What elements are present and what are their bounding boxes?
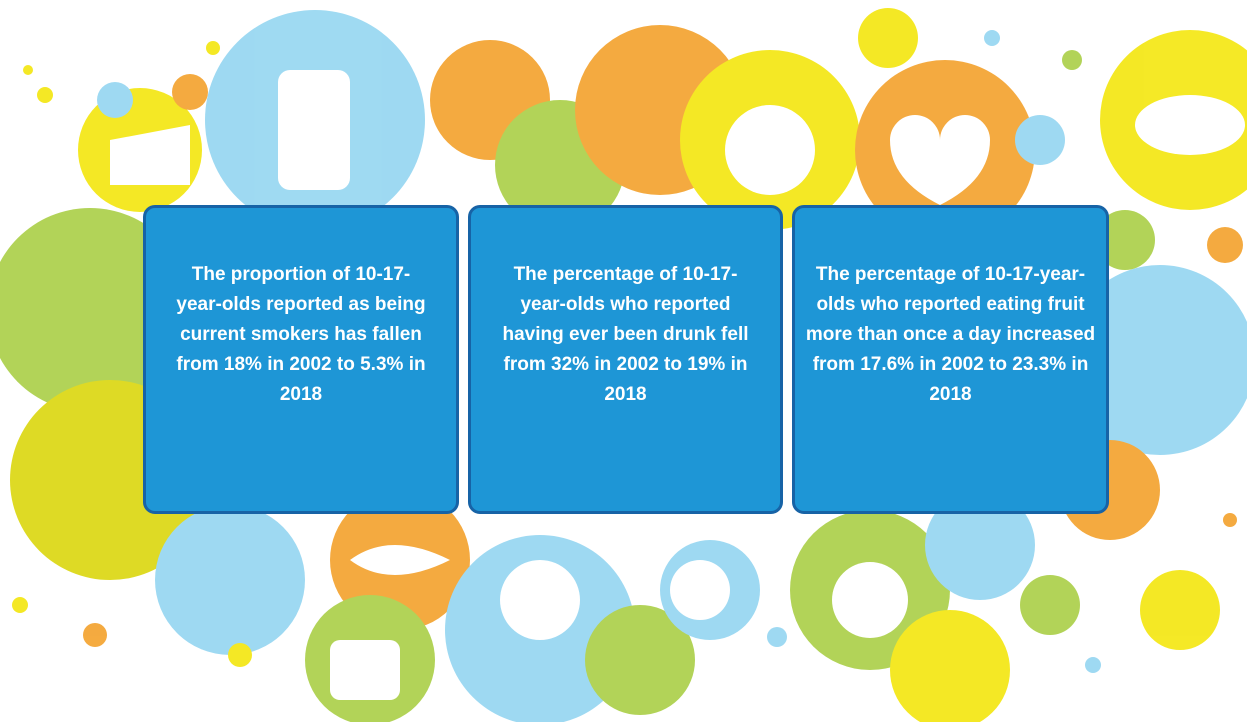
card-text: The percentage of 10-17-year-olds who re… [806,260,1096,511]
card: The proportion of 10-17-year-olds report… [143,205,459,514]
card: The percentage of 10-17-year-olds who re… [792,205,1109,514]
page: The proportion of 10-17-year-olds report… [0,0,1247,722]
card: The percentage of 10-17-year-olds who re… [468,205,783,514]
card-text: The percentage of 10-17-year-olds who re… [501,260,751,511]
card-text: The proportion of 10-17-year-olds report… [176,260,426,511]
